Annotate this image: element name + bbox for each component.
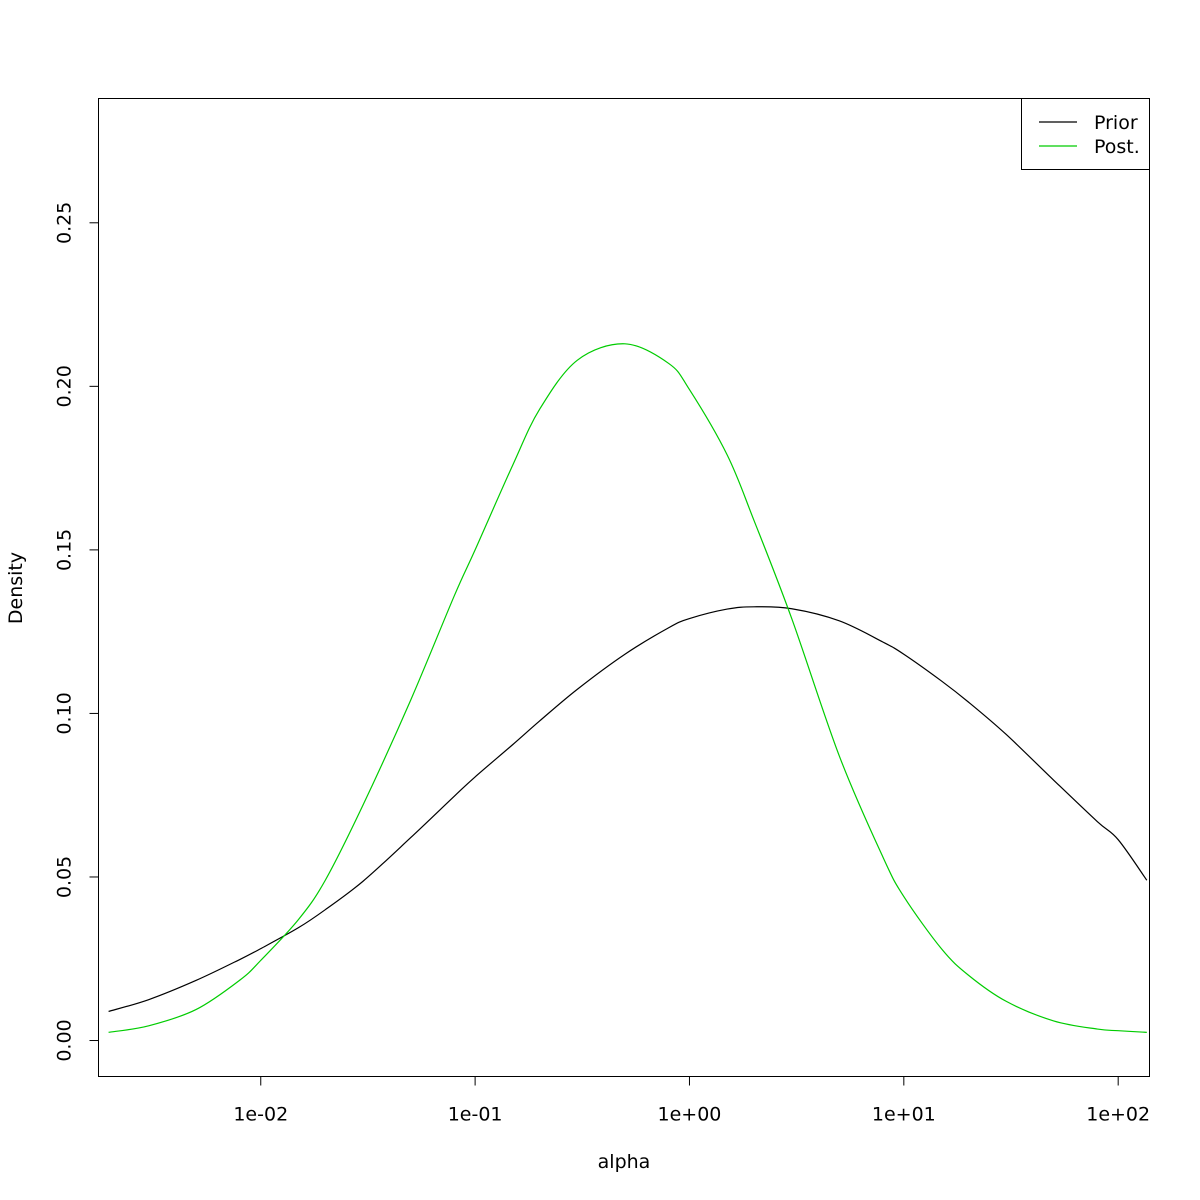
series-line-post bbox=[108, 343, 1147, 1033]
legend: Prior Post. bbox=[1021, 98, 1150, 170]
y-tick-label: 0.10 bbox=[54, 692, 76, 734]
x-tick-label: 1e+01 bbox=[872, 1104, 936, 1126]
y-tick-label: 0.00 bbox=[54, 1019, 76, 1061]
plot-frame bbox=[98, 98, 1150, 1077]
series-layer bbox=[108, 343, 1148, 1033]
y-axis: 0.00 0.05 0.10 0.15 0.20 0.25 bbox=[54, 202, 99, 1062]
x-tick-label: 1e+00 bbox=[658, 1104, 722, 1126]
legend-label-post: Post. bbox=[1094, 136, 1140, 158]
x-tick-label: 1e+02 bbox=[1086, 1104, 1150, 1126]
x-tick-label: 1e-01 bbox=[448, 1104, 503, 1126]
x-axis: 1e-02 1e-01 1e+00 1e+01 1e+02 bbox=[233, 1076, 1150, 1126]
x-tick-label: 1e-02 bbox=[233, 1104, 288, 1126]
y-tick-label: 0.25 bbox=[54, 202, 76, 244]
legend-label-prior: Prior bbox=[1094, 112, 1138, 134]
y-axis-label: Density bbox=[5, 552, 27, 624]
series-line-prior bbox=[108, 606, 1148, 1012]
x-axis-label: alpha bbox=[598, 1151, 651, 1173]
legend-box bbox=[1021, 98, 1150, 170]
y-tick-label: 0.15 bbox=[54, 529, 76, 571]
y-tick-label: 0.20 bbox=[54, 365, 76, 407]
y-tick-label: 0.05 bbox=[54, 856, 76, 898]
